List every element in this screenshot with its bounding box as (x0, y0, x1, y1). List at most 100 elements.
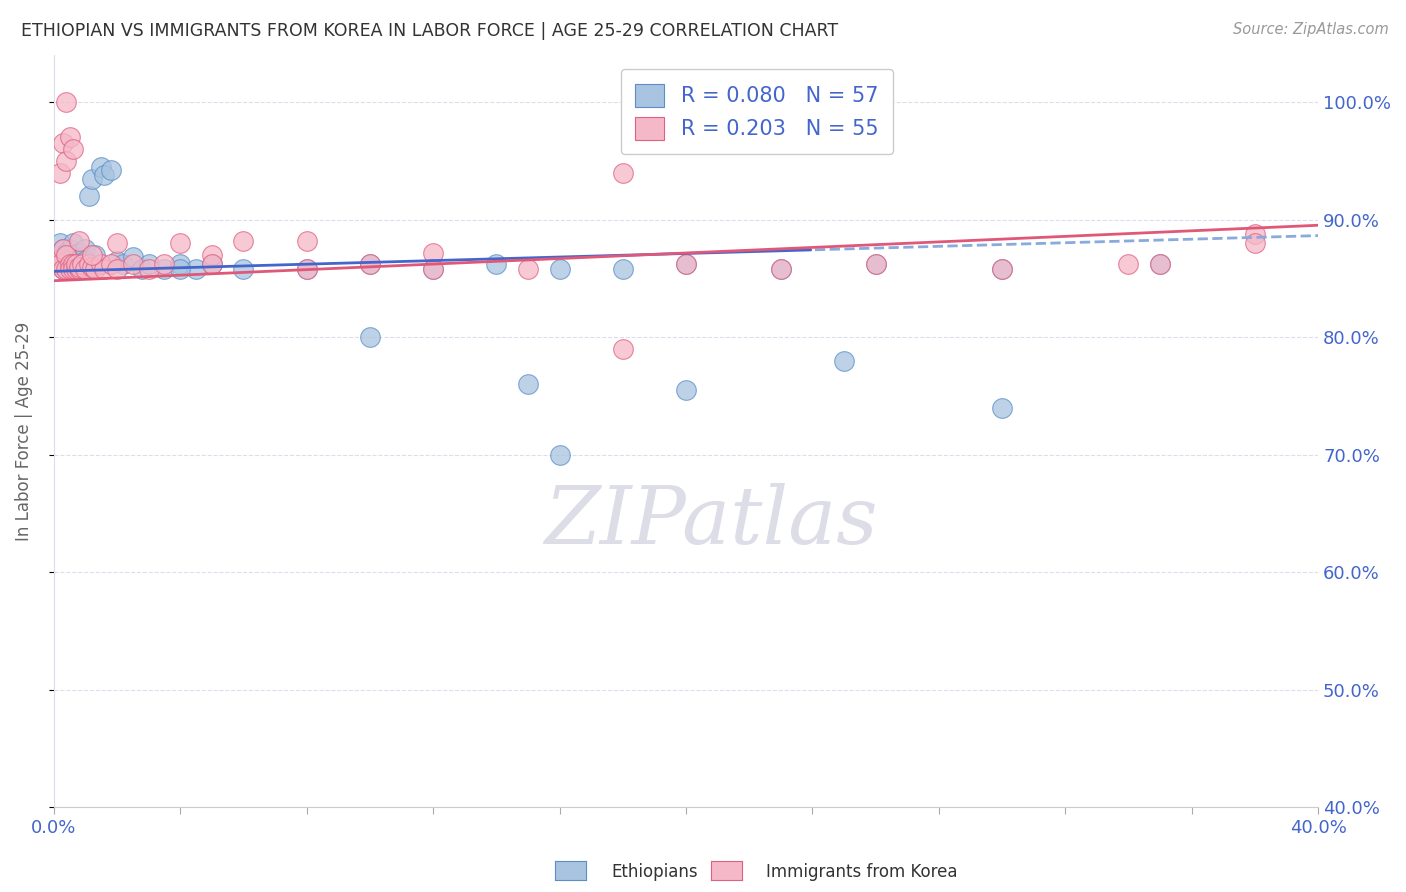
Point (865, 257, 887, 271)
Point (62, 257, 84, 271)
Point (59, 257, 82, 271)
Point (201, 257, 224, 271)
Point (67, 262, 90, 277)
Point (121, 250, 143, 264)
Point (59, 262, 82, 277)
Point (84, 248, 107, 262)
Point (100, 257, 122, 271)
Point (90, 160, 112, 174)
Point (359, 330, 381, 344)
Point (62, 236, 84, 251)
Point (49, 236, 72, 251)
Point (52, 262, 75, 277)
Point (153, 257, 176, 271)
Point (359, 257, 381, 271)
Point (769, 262, 792, 277)
Y-axis label: In Labor Force | Age 25-29: In Labor Force | Age 25-29 (15, 321, 32, 541)
Point (65, 260, 87, 274)
Point (55, 262, 77, 277)
Point (675, 257, 697, 271)
Point (1244, 236, 1267, 251)
Point (75, 262, 97, 277)
Point (359, 257, 381, 271)
Point (100, 163, 122, 178)
Point (1149, 257, 1171, 271)
Point (55, 257, 77, 271)
Point (59, 130, 82, 145)
Point (295, 262, 318, 277)
Point (84, 262, 107, 277)
Point (184, 262, 207, 277)
Point (62, 257, 84, 271)
Point (90, 257, 112, 271)
Point (49, 248, 72, 262)
Point (52, 250, 75, 264)
Point (65, 253, 87, 268)
Point (62, 142, 84, 156)
Point (295, 262, 318, 277)
Point (52, 242, 75, 256)
Point (105, 236, 128, 251)
Point (55, 245, 77, 260)
Point (295, 234, 318, 248)
Point (991, 262, 1014, 277)
Point (121, 257, 143, 271)
Point (201, 257, 224, 271)
Point (1118, 257, 1140, 271)
Point (93, 262, 115, 277)
Point (422, 262, 444, 277)
Point (516, 377, 538, 392)
Point (516, 262, 538, 277)
Point (72, 262, 94, 277)
Point (612, 166, 634, 180)
Point (72, 250, 94, 264)
Point (422, 245, 444, 260)
Point (153, 262, 176, 277)
Point (548, 262, 571, 277)
Point (72, 257, 94, 271)
Point (138, 257, 160, 271)
Point (201, 248, 224, 262)
Point (55, 95, 77, 110)
Text: ZIPatlas: ZIPatlas (544, 483, 877, 560)
Text: Ethiopians: Ethiopians (612, 863, 699, 881)
Point (75, 253, 97, 268)
Point (67, 260, 90, 274)
Point (65, 262, 87, 277)
Point (105, 253, 128, 268)
Point (62, 262, 84, 277)
Point (1244, 227, 1267, 241)
Point (52, 242, 75, 256)
Point (105, 262, 128, 277)
Point (55, 248, 77, 262)
Point (612, 342, 634, 356)
Point (991, 262, 1014, 277)
Point (52, 136, 75, 151)
Point (49, 166, 72, 180)
Point (169, 236, 191, 251)
Point (59, 262, 82, 277)
Point (422, 262, 444, 277)
Text: Source: ZipAtlas.com: Source: ZipAtlas.com (1233, 22, 1389, 37)
Point (112, 257, 135, 271)
Point (169, 262, 191, 277)
Point (59, 242, 82, 256)
Point (1149, 257, 1171, 271)
Point (138, 262, 160, 277)
Point (169, 257, 191, 271)
Point (59, 253, 82, 268)
Point (232, 234, 254, 248)
Point (46, 257, 69, 271)
Point (612, 262, 634, 277)
Point (55, 153, 77, 168)
Point (52, 262, 75, 277)
Text: ETHIOPIAN VS IMMIGRANTS FROM KOREA IN LABOR FORCE | AGE 25-29 CORRELATION CHART: ETHIOPIAN VS IMMIGRANTS FROM KOREA IN LA… (21, 22, 838, 40)
Point (232, 262, 254, 277)
Point (832, 353, 855, 368)
Point (67, 257, 90, 271)
Point (675, 383, 697, 397)
Point (67, 245, 90, 260)
Legend: R = 0.080   N = 57, R = 0.203   N = 55: R = 0.080 N = 57, R = 0.203 N = 55 (620, 70, 893, 154)
Point (75, 242, 97, 256)
Point (93, 168, 115, 182)
